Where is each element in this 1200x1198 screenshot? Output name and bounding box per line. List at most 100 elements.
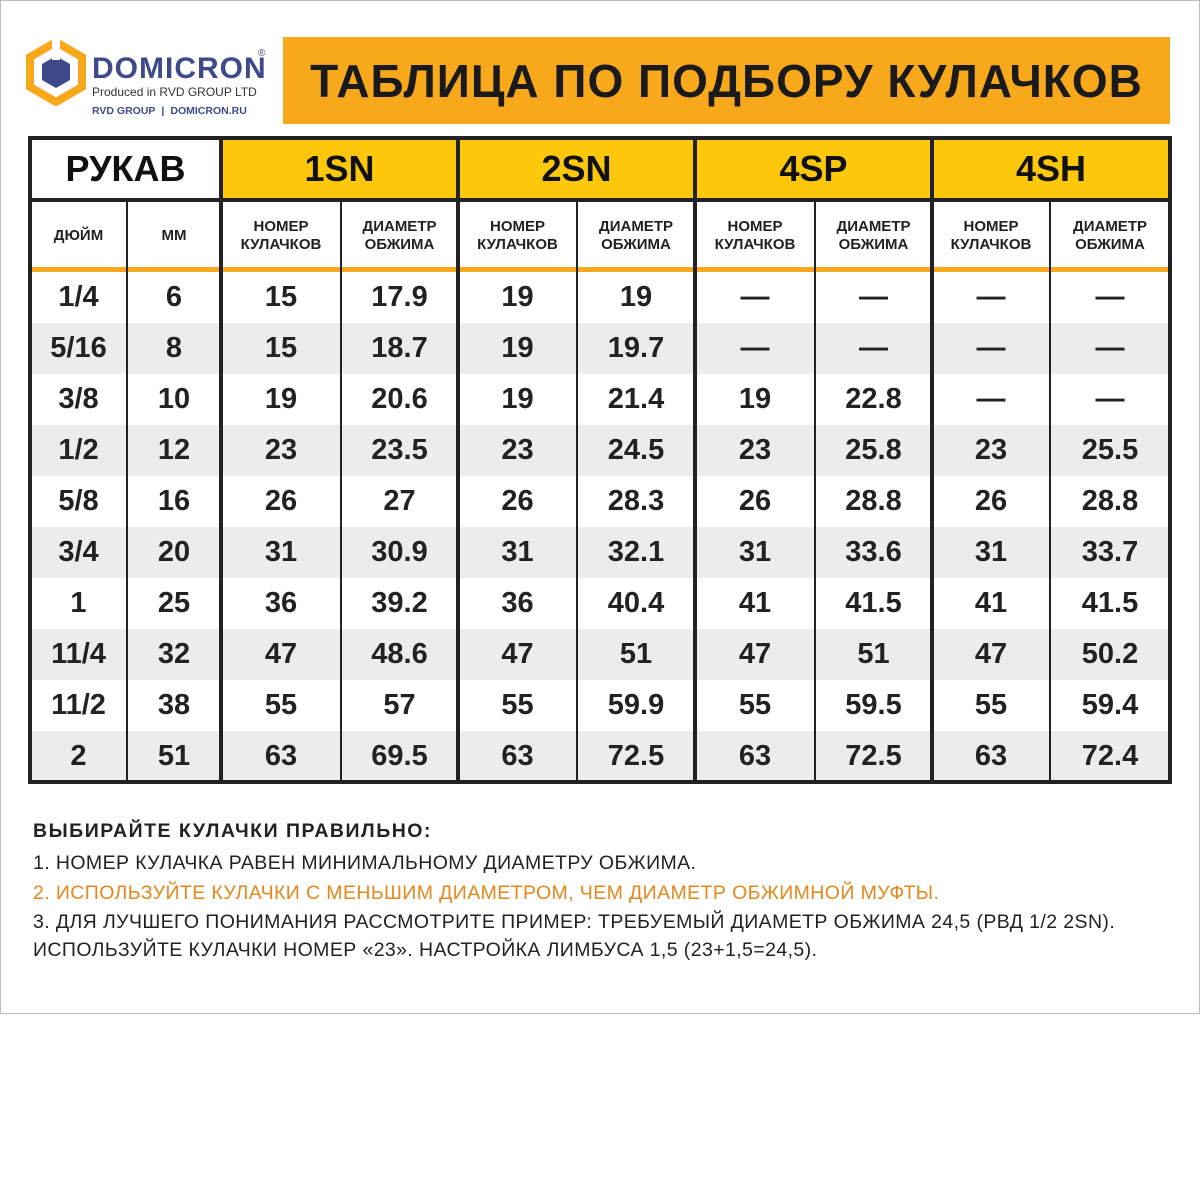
brand: DOMICRON — [92, 52, 267, 85]
subheader: ДИАМЕТР ОБЖИМА — [577, 200, 695, 272]
cell: 23 — [974, 434, 1008, 466]
column-line — [28, 138, 32, 782]
cell: 23 — [264, 434, 298, 466]
cell: 19.7 — [607, 332, 665, 364]
cell: 11/4 — [51, 638, 106, 670]
cell: 1/2 — [58, 434, 99, 466]
cell: 36 — [264, 587, 298, 619]
cell: 31 — [974, 536, 1008, 568]
cell: 41.5 — [1081, 587, 1139, 619]
cell: 19 — [619, 281, 653, 313]
cell: 36 — [501, 587, 534, 619]
cell: 63 — [264, 740, 298, 772]
cell: 31 — [264, 536, 298, 568]
logo-links: RVD GROUP | DOMICRON.RU — [92, 105, 247, 117]
cell: 63 — [501, 740, 534, 772]
cell: 27 — [383, 485, 416, 517]
cell: 72.5 — [845, 740, 902, 772]
group-header: 4SH — [932, 138, 1170, 200]
column-line — [693, 138, 697, 782]
cell: 1/4 — [58, 281, 99, 313]
cell: — — [976, 281, 1006, 313]
cell: 19 — [264, 383, 298, 415]
cell: 55 — [501, 689, 534, 721]
cell: — — [740, 332, 770, 364]
site: DOMICRON.RU — [170, 105, 247, 117]
cell: 26 — [264, 485, 298, 517]
cell: 48.6 — [371, 638, 428, 670]
column-line — [930, 138, 934, 782]
cell: 63 — [974, 740, 1008, 772]
cell: 22.8 — [845, 383, 902, 415]
cell: 24.5 — [607, 434, 665, 466]
cell: 33.6 — [845, 536, 902, 568]
cell: — — [740, 281, 770, 313]
cell: 26 — [738, 485, 772, 517]
column-line — [814, 200, 816, 782]
cell: 50.2 — [1081, 638, 1139, 670]
column-line — [219, 138, 223, 782]
column-line — [1168, 138, 1172, 782]
column-line — [126, 200, 128, 782]
note-line: 3. ДЛЯ ЛУЧШЕГО ПОНИМАНИЯ РАССМОТРИТЕ ПРИ… — [33, 911, 1116, 933]
group-header: 4SP — [695, 138, 932, 200]
cell: 23 — [738, 434, 772, 466]
cell: 59.9 — [607, 689, 665, 721]
cell: 32 — [157, 638, 191, 670]
cell: 38 — [157, 689, 191, 721]
cell: 2 — [70, 740, 87, 772]
group-header: 1SN — [221, 138, 458, 200]
note-line: 1. НОМЕР КУЛАЧКА РАВЕН МИНИМАЛЬНОМУ ДИАМ… — [33, 852, 697, 874]
cell: 72.4 — [1081, 740, 1139, 772]
cell: — — [1095, 281, 1125, 313]
cell: 25.8 — [845, 434, 902, 466]
cell: 28.8 — [845, 485, 902, 517]
subheader-rule — [30, 267, 1170, 272]
group-header: 2SN — [458, 138, 695, 200]
cell: 72.5 — [607, 740, 665, 772]
cell: 23.5 — [371, 434, 428, 466]
column-line — [456, 138, 460, 782]
cell: — — [976, 332, 1006, 364]
subheader: ММ — [127, 200, 221, 272]
cell: 20.6 — [371, 383, 428, 415]
cell: 47 — [974, 638, 1008, 670]
cell: 41.5 — [845, 587, 902, 619]
cell: 55 — [264, 689, 298, 721]
cell: 25.5 — [1081, 434, 1139, 466]
subheader: НОМЕР КУЛАЧКОВ — [458, 200, 577, 272]
cell: 55 — [974, 689, 1008, 721]
subheader: ДИАМЕТР ОБЖИМА — [815, 200, 932, 272]
subheader: НОМЕР КУЛАЧКОВ — [695, 200, 815, 272]
cell: 8 — [165, 332, 183, 364]
header-rule — [30, 198, 1170, 202]
cell: 19 — [738, 383, 772, 415]
cell: 47 — [738, 638, 772, 670]
cell: — — [976, 383, 1006, 415]
cell: 69.5 — [371, 740, 428, 772]
cell: 20 — [157, 536, 191, 568]
cell: 39.2 — [371, 587, 428, 619]
column-line — [340, 200, 342, 782]
logo-icon — [26, 40, 86, 106]
tagline: Produced in RVD GROUP LTD — [92, 85, 257, 99]
subheader: ДЮЙМ — [30, 200, 127, 272]
cell: 16 — [157, 485, 191, 517]
cell: 17.9 — [371, 281, 428, 313]
title-banner: ТАБЛИЦА ПО ПОДБОРУ КУЛАЧКОВ — [283, 37, 1170, 124]
cell: 47 — [501, 638, 534, 670]
cell: 59.5 — [845, 689, 902, 721]
cell: 19 — [501, 383, 534, 415]
cell: — — [859, 281, 888, 313]
cell: 19 — [501, 281, 534, 313]
cell: 19 — [501, 332, 534, 364]
cell: 5/8 — [58, 485, 99, 517]
subheader: ДИАМЕТР ОБЖИМА — [341, 200, 458, 272]
cell: 3/8 — [58, 383, 99, 415]
cell: 28.3 — [607, 485, 665, 517]
cell: 12 — [157, 434, 191, 466]
cell: 32.1 — [607, 536, 665, 568]
cell: 57 — [383, 689, 416, 721]
cell: 55 — [738, 689, 772, 721]
